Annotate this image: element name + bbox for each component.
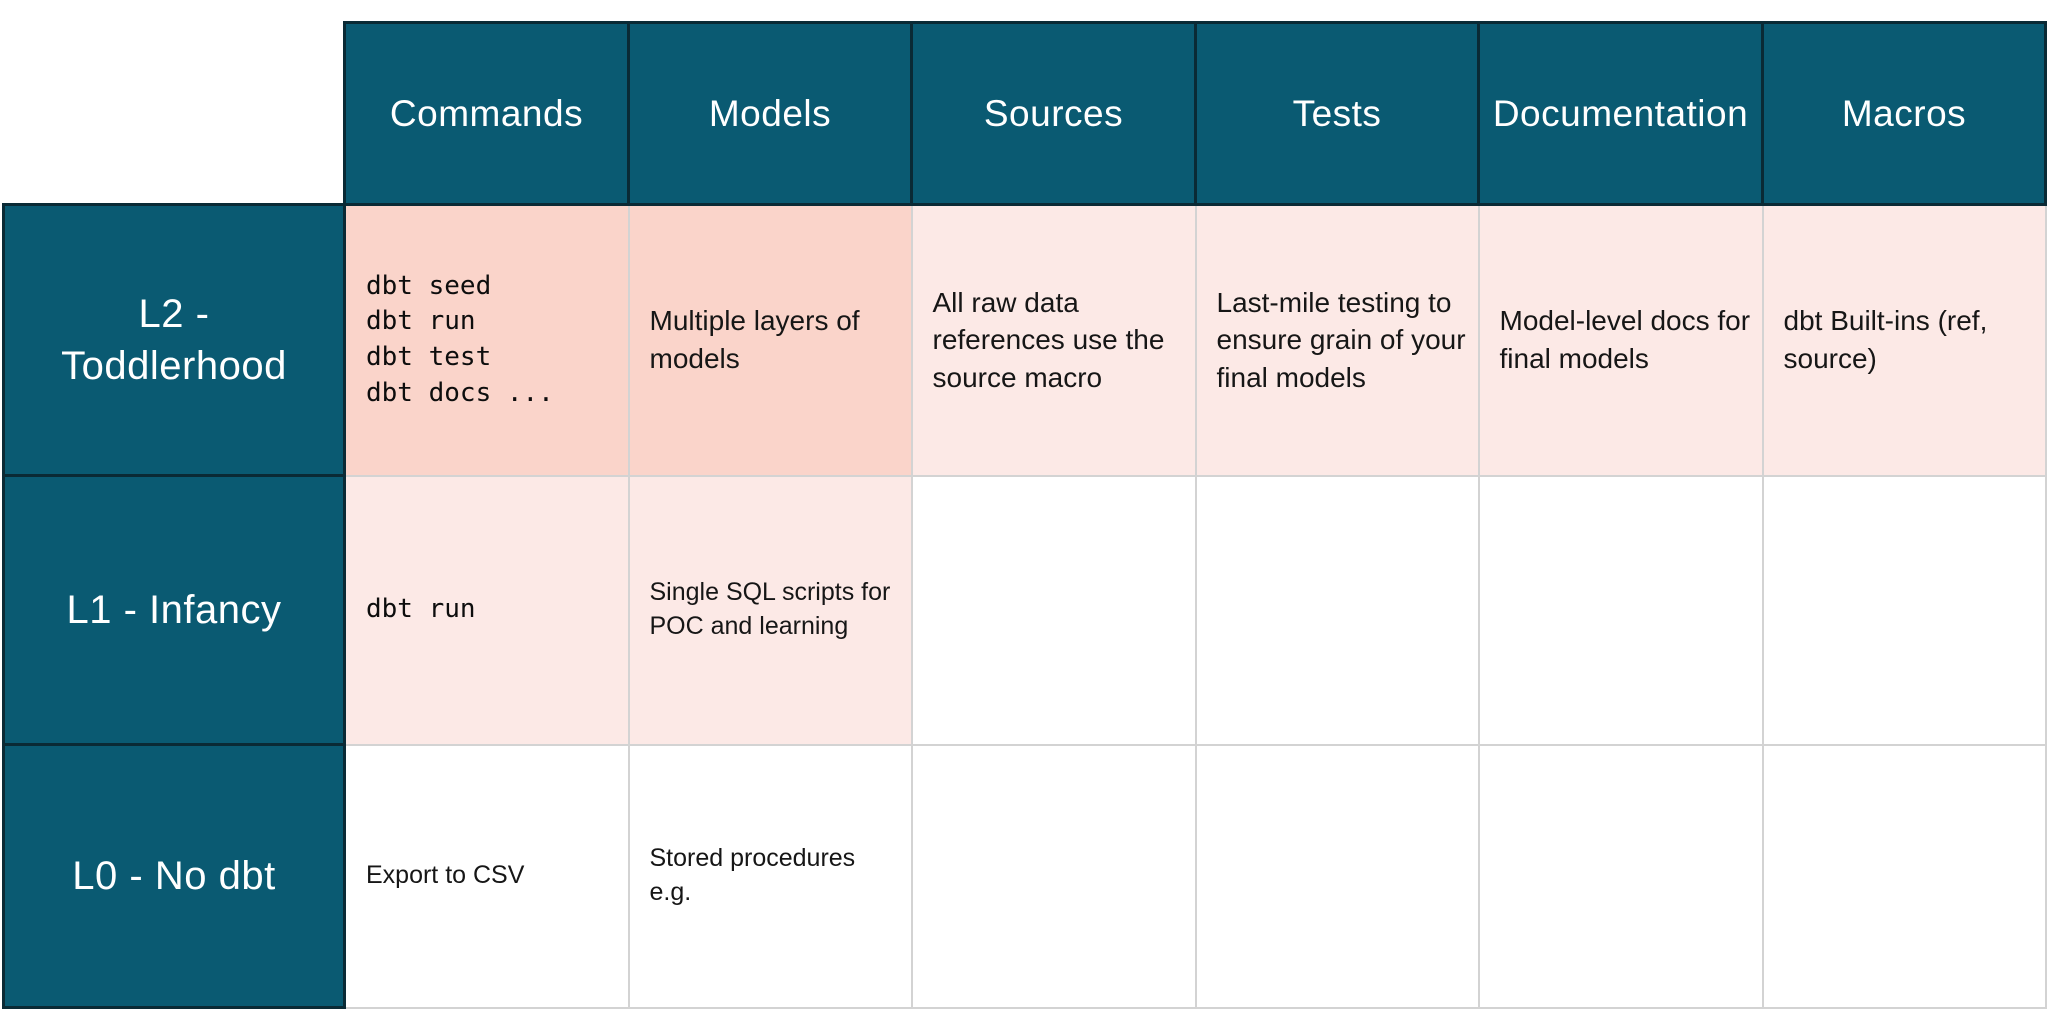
row-header-l1: L1 - Infancy (2, 474, 346, 746)
cell-l1-sources (910, 474, 1197, 746)
cell-l0-tests (1194, 743, 1480, 1009)
col-header-macros: Macros (1761, 21, 2047, 206)
row-header-l0: L0 - No dbt (2, 743, 346, 1009)
col-header-models: Models (627, 21, 913, 206)
cell-l1-tests (1194, 474, 1480, 746)
row-l2-toddlerhood: L2 - Toddlerhood dbt seed dbt run dbt te… (2, 203, 2047, 477)
cell-l0-documentation (1477, 743, 1764, 1009)
col-header-sources: Sources (910, 21, 1197, 206)
cell-l1-commands: dbt run (343, 474, 630, 746)
cell-l1-macros (1761, 474, 2047, 746)
row-l1-infancy: L1 - Infancy dbt run Single SQL scripts … (2, 474, 2047, 746)
corner-cell (3, 22, 345, 205)
col-header-documentation: Documentation (1477, 21, 1764, 206)
col-header-tests: Tests (1194, 21, 1480, 206)
dbt-maturity-table: Commands Models Sources Tests Documentat… (2, 21, 2047, 1009)
cell-l1-models: Single SQL scripts for POC and learning (627, 474, 913, 746)
cell-l2-documentation: Model-level docs for final models (1477, 203, 1764, 477)
cell-l0-commands: Export to CSV (343, 743, 630, 1009)
cell-l2-commands: dbt seed dbt run dbt test dbt docs ... (343, 203, 630, 477)
cell-l1-documentation (1477, 474, 1764, 746)
header-row: Commands Models Sources Tests Documentat… (3, 21, 2047, 206)
cell-l2-sources: All raw data references use the source m… (910, 203, 1197, 477)
row-header-l2: L2 - Toddlerhood (2, 203, 346, 477)
cell-l0-models: Stored procedures e.g. (627, 743, 913, 1009)
cell-l2-tests: Last-mile testing to ensure grain of you… (1194, 203, 1480, 477)
row-l0-no-dbt: L0 - No dbt Export to CSV Stored procedu… (2, 743, 2047, 1009)
cell-l2-models: Multiple layers of models (627, 203, 913, 477)
cell-l2-macros: dbt Built-ins (ref, source) (1761, 203, 2047, 477)
col-header-commands: Commands (343, 21, 630, 206)
cell-l0-macros (1761, 743, 2047, 1009)
cell-l0-sources (910, 743, 1197, 1009)
